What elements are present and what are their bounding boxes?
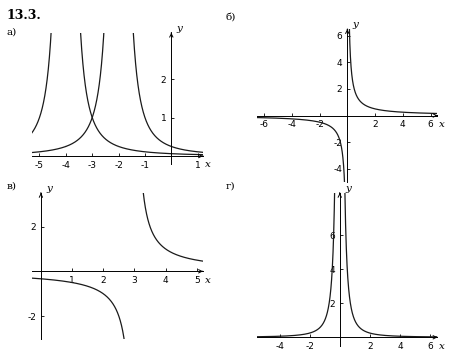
Text: 13.3.: 13.3. xyxy=(7,9,41,22)
Text: y: y xyxy=(345,184,351,193)
Text: x: x xyxy=(205,276,211,285)
Text: y: y xyxy=(46,184,52,193)
Text: б): б) xyxy=(226,13,236,22)
Text: а): а) xyxy=(7,27,17,36)
Text: x: x xyxy=(439,342,445,351)
Text: в): в) xyxy=(7,182,17,191)
Text: y: y xyxy=(176,24,182,33)
Text: y: y xyxy=(353,20,359,29)
Text: x: x xyxy=(205,160,211,169)
Text: г): г) xyxy=(226,182,235,191)
Text: x: x xyxy=(439,120,445,129)
